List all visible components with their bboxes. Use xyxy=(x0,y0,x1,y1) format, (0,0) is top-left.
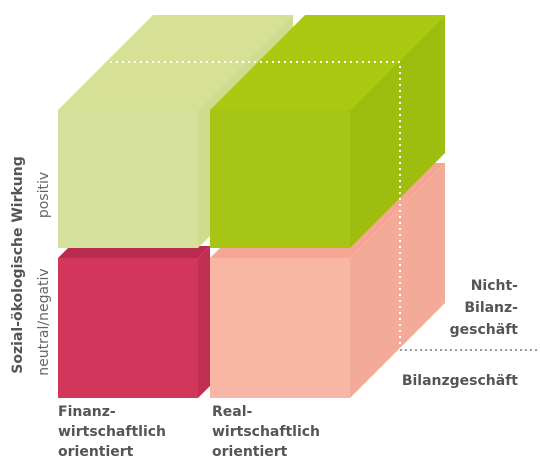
column-label: Finanz- xyxy=(58,404,116,420)
face xyxy=(58,15,293,110)
face xyxy=(210,110,350,248)
face xyxy=(210,258,350,398)
block-finanz-neutral xyxy=(58,246,210,398)
face xyxy=(58,110,198,248)
dotted-guide xyxy=(110,61,401,350)
face xyxy=(350,15,445,248)
column-label: orientiert xyxy=(212,444,288,460)
depth-label: Nicht- xyxy=(471,278,518,294)
face xyxy=(58,246,210,258)
face xyxy=(198,246,210,398)
row-label: neutral/negativ xyxy=(36,268,52,375)
axis-label: Sozial-ökologische Wirkung xyxy=(10,156,26,374)
column-label: Real- xyxy=(212,404,253,420)
column-label: wirtschaftlich xyxy=(58,424,166,440)
face xyxy=(58,258,198,398)
depth-label: Bilanz- xyxy=(464,300,518,316)
column-label: orientiert xyxy=(58,444,134,460)
face xyxy=(350,163,445,398)
column-label: wirtschaftlich xyxy=(212,424,320,440)
depth-label: geschäft xyxy=(450,322,519,338)
row-label: positiv xyxy=(36,172,52,218)
depth-label: Bilanzgeschäft xyxy=(402,373,518,389)
